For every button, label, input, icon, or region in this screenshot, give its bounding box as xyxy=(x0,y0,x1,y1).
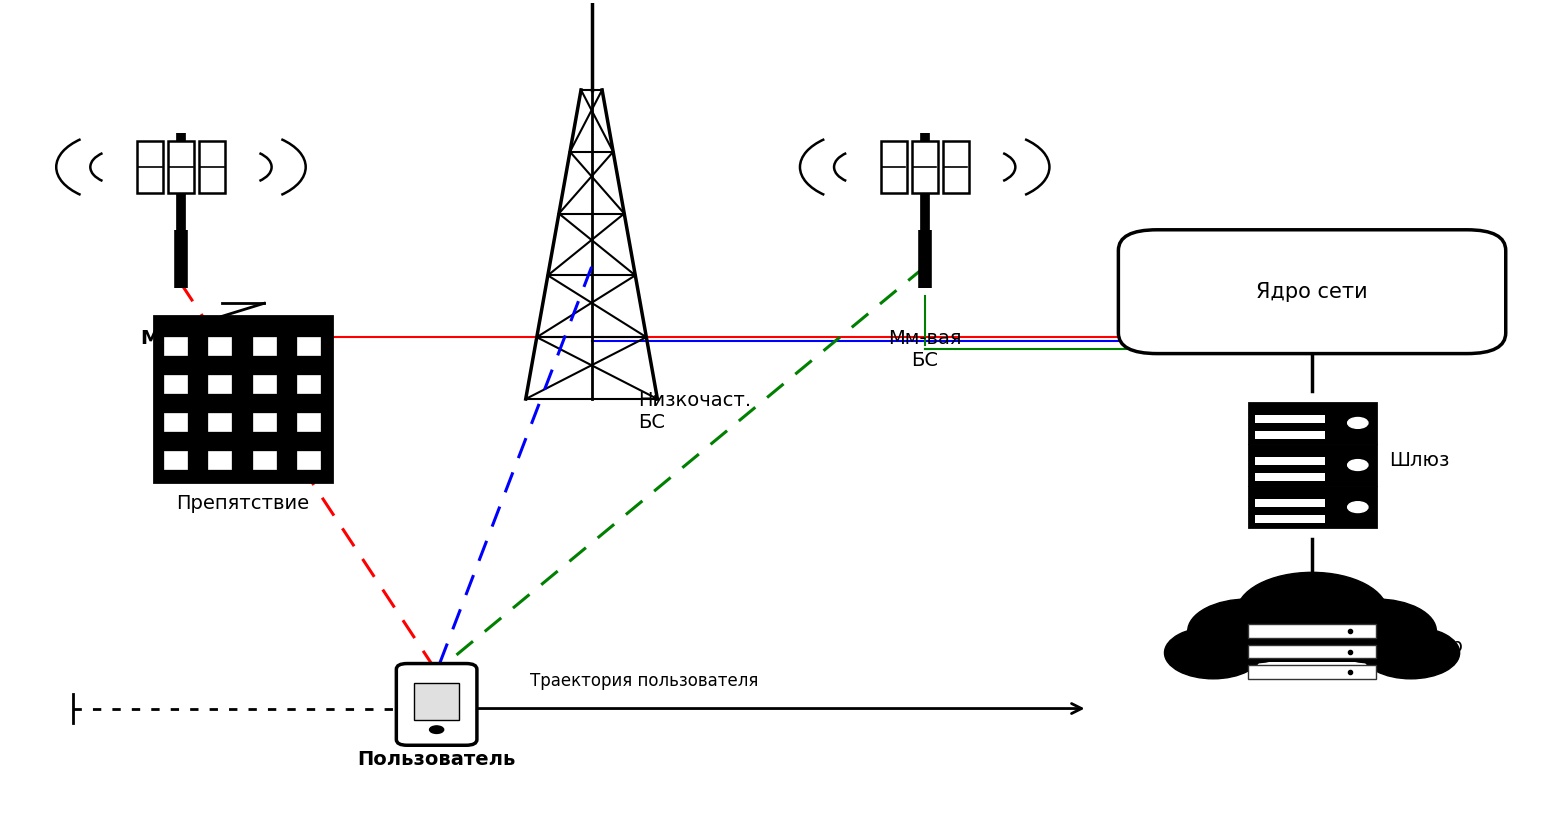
FancyBboxPatch shape xyxy=(1249,645,1376,658)
FancyBboxPatch shape xyxy=(297,451,320,470)
FancyBboxPatch shape xyxy=(1196,632,1427,662)
FancyBboxPatch shape xyxy=(1255,430,1325,439)
FancyBboxPatch shape xyxy=(880,141,907,193)
FancyBboxPatch shape xyxy=(137,141,163,193)
FancyBboxPatch shape xyxy=(911,141,938,193)
Circle shape xyxy=(1188,599,1309,663)
FancyBboxPatch shape xyxy=(199,141,225,193)
FancyBboxPatch shape xyxy=(163,413,187,431)
Text: Препятствие: Препятствие xyxy=(176,494,309,513)
FancyBboxPatch shape xyxy=(1249,624,1376,638)
Text: Пользователь: Пользователь xyxy=(358,750,516,769)
Text: Шлюз: Шлюз xyxy=(1390,451,1449,470)
FancyBboxPatch shape xyxy=(253,413,275,431)
FancyBboxPatch shape xyxy=(208,413,232,431)
FancyBboxPatch shape xyxy=(163,451,187,470)
Circle shape xyxy=(1362,627,1460,679)
FancyBboxPatch shape xyxy=(1255,515,1325,523)
FancyBboxPatch shape xyxy=(414,683,459,720)
FancyBboxPatch shape xyxy=(208,375,232,393)
FancyBboxPatch shape xyxy=(168,141,194,193)
FancyBboxPatch shape xyxy=(253,375,275,393)
Circle shape xyxy=(429,726,443,734)
FancyBboxPatch shape xyxy=(297,337,320,355)
Text: Ядро сети: Ядро сети xyxy=(1256,282,1368,302)
FancyBboxPatch shape xyxy=(1249,487,1376,527)
FancyBboxPatch shape xyxy=(253,451,275,470)
FancyBboxPatch shape xyxy=(1255,499,1325,507)
FancyBboxPatch shape xyxy=(1249,445,1376,484)
Text: Траектория пользователя: Траектория пользователя xyxy=(530,672,757,691)
FancyBboxPatch shape xyxy=(1255,473,1325,481)
Circle shape xyxy=(1236,573,1387,653)
Circle shape xyxy=(1165,627,1263,679)
Text: Сервер: Сервер xyxy=(1390,637,1463,656)
Text: Низкочаст.
БС: Низкочаст. БС xyxy=(638,391,751,432)
FancyBboxPatch shape xyxy=(397,663,477,745)
FancyBboxPatch shape xyxy=(163,337,187,355)
FancyBboxPatch shape xyxy=(208,451,232,470)
FancyBboxPatch shape xyxy=(1118,230,1505,354)
Text: Мм-вая
БС: Мм-вая БС xyxy=(888,329,961,370)
FancyBboxPatch shape xyxy=(1255,457,1325,465)
FancyBboxPatch shape xyxy=(1249,665,1376,679)
FancyBboxPatch shape xyxy=(1255,415,1325,423)
Text: Мм-вая
БС: Мм-вая БС xyxy=(140,329,222,370)
Circle shape xyxy=(1348,417,1368,428)
FancyBboxPatch shape xyxy=(253,337,275,355)
FancyBboxPatch shape xyxy=(154,317,333,481)
FancyBboxPatch shape xyxy=(163,375,187,393)
FancyBboxPatch shape xyxy=(1249,403,1376,443)
FancyBboxPatch shape xyxy=(297,375,320,393)
FancyBboxPatch shape xyxy=(297,413,320,431)
Circle shape xyxy=(1348,460,1368,470)
FancyBboxPatch shape xyxy=(208,337,232,355)
Circle shape xyxy=(1348,502,1368,513)
FancyBboxPatch shape xyxy=(942,141,969,193)
Circle shape xyxy=(1316,599,1437,663)
